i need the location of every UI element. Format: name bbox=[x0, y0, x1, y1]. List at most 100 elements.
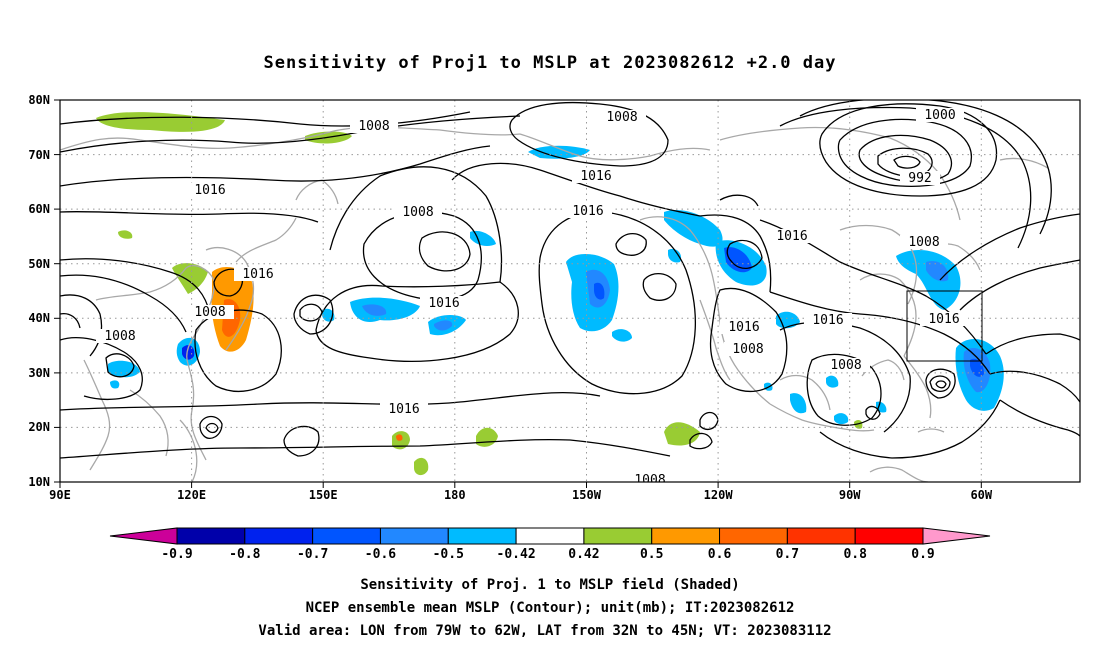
svg-text:1016: 1016 bbox=[728, 320, 759, 335]
svg-text:1000: 1000 bbox=[924, 108, 955, 123]
svg-text:1016: 1016 bbox=[428, 296, 459, 311]
colorbar-label: -0.6 bbox=[365, 547, 396, 562]
contour-label-6: 1016 bbox=[564, 204, 612, 219]
svg-text:1008: 1008 bbox=[104, 329, 135, 344]
shade-patch bbox=[926, 260, 949, 282]
lat-tick-70n: 70N bbox=[28, 148, 50, 162]
colorbar-label: -0.8 bbox=[229, 547, 260, 562]
colorbar-swatch bbox=[447, 527, 517, 545]
caption-line-2: NCEP ensemble mean MSLP (Contour); unit(… bbox=[306, 600, 795, 616]
contour-label-0: 1008 bbox=[350, 119, 398, 134]
svg-text:1008: 1008 bbox=[358, 119, 389, 134]
svg-text:1016: 1016 bbox=[776, 229, 807, 244]
valid-area-box bbox=[906, 290, 983, 362]
contour-label-18: 1008 bbox=[822, 358, 870, 373]
contour-label-2: 1008 bbox=[394, 205, 442, 220]
lon-tick-120w: 120W bbox=[704, 488, 734, 502]
svg-text:1008: 1008 bbox=[908, 235, 939, 250]
svg-text:1008: 1008 bbox=[634, 473, 665, 488]
svg-text:1016: 1016 bbox=[572, 204, 603, 219]
svg-text:1008: 1008 bbox=[402, 205, 433, 220]
contour-labels: 1008 1016 1008 1016 1016 1008 1016 1008 … bbox=[96, 108, 968, 488]
shade-patch bbox=[414, 457, 429, 476]
svg-text:1008: 1008 bbox=[606, 110, 637, 125]
colorbar-label: -0.9 bbox=[161, 547, 192, 562]
lon-tick-180: 180 bbox=[444, 488, 466, 502]
lat-tick-40n: 40N bbox=[28, 311, 50, 325]
contour-label-17: 1016 bbox=[380, 402, 428, 417]
colorbar-swatch bbox=[109, 527, 178, 545]
lat-tick-80n: 80N bbox=[28, 93, 50, 107]
shade-patch bbox=[896, 250, 961, 310]
svg-text:992: 992 bbox=[908, 171, 931, 186]
svg-text:1016: 1016 bbox=[928, 312, 959, 327]
lon-tick-labels: 90E 120E 150E 180 150W 120W 90W 60W bbox=[49, 488, 993, 502]
lon-tick-60w: 60W bbox=[970, 488, 992, 502]
svg-text:1008: 1008 bbox=[732, 342, 763, 357]
shade-patch bbox=[664, 422, 700, 446]
colorbar-label: 0.9 bbox=[911, 547, 934, 562]
colorbar-swatch bbox=[379, 527, 449, 545]
colorbar-swatch bbox=[786, 527, 856, 545]
caption-line-1: Sensitivity of Proj. 1 to MSLP field (Sh… bbox=[360, 577, 739, 593]
contour-label-3: 1016 bbox=[234, 267, 282, 282]
shade-patch bbox=[826, 375, 839, 388]
colorbar-swatch bbox=[854, 527, 924, 545]
contour-label-7: 1008 bbox=[598, 110, 646, 125]
shade-patch bbox=[664, 210, 723, 247]
contour-label-11: 992 bbox=[900, 171, 940, 186]
svg-text:1008: 1008 bbox=[830, 358, 861, 373]
contour-label-15: 1016 bbox=[720, 320, 768, 335]
colorbar-label: -0.42 bbox=[497, 547, 536, 562]
contour-label-13: 1008 bbox=[900, 235, 948, 250]
colorbar: -0.9 -0.8 -0.7 -0.6 -0.5 -0.42 0.42 0.5 0.6 0.7 0.… bbox=[109, 527, 991, 562]
shade-patch bbox=[970, 358, 984, 377]
contour-label-8: 1016 bbox=[572, 169, 620, 184]
caption-line-3: Valid area: LON from 79W to 62W, LAT fro… bbox=[258, 623, 831, 639]
lat-tick-labels: 80N 70N 60N 50N 40N 30N 20N 10N bbox=[28, 93, 50, 489]
lon-tick-90e: 90E bbox=[49, 488, 71, 502]
contour-label-5: 1008 bbox=[186, 305, 234, 320]
contour-label-4: 1016 bbox=[420, 296, 468, 311]
tick-marks bbox=[54, 99, 982, 488]
shade-patch bbox=[362, 304, 387, 316]
contour-label-10: 1000 bbox=[916, 108, 964, 123]
shade-patch bbox=[172, 263, 208, 294]
contour-label-14: 1016 bbox=[920, 312, 968, 327]
svg-text:1016: 1016 bbox=[580, 169, 611, 184]
lon-tick-120e: 120E bbox=[177, 488, 206, 502]
svg-text:1016: 1016 bbox=[242, 267, 273, 282]
colorbar-label: -0.5 bbox=[433, 547, 464, 562]
colorbar-label: 0.7 bbox=[776, 547, 799, 562]
colorbar-label: 0.5 bbox=[640, 547, 663, 562]
colorbar-swatch bbox=[719, 527, 788, 545]
shade-patch bbox=[724, 247, 752, 273]
contour-label-1: 1016 bbox=[186, 183, 234, 198]
mslp-contours bbox=[60, 100, 1080, 459]
colorbar-label: 0.6 bbox=[708, 547, 732, 562]
contour-label-16: 1008 bbox=[724, 342, 772, 357]
colorbar-swatch bbox=[651, 527, 721, 545]
shade-patch bbox=[790, 393, 807, 414]
shade-patch bbox=[118, 230, 133, 239]
contour-label-21: 1008 bbox=[626, 473, 674, 488]
svg-text:1016: 1016 bbox=[194, 183, 225, 198]
lon-tick-150w: 150W bbox=[572, 488, 602, 502]
shade-patch bbox=[612, 329, 632, 342]
lat-tick-60n: 60N bbox=[28, 202, 50, 216]
map-frame bbox=[59, 99, 1081, 483]
lat-tick-20n: 20N bbox=[28, 420, 50, 434]
svg-text:1016: 1016 bbox=[812, 313, 843, 328]
shade-patch bbox=[834, 413, 849, 425]
shade-patch bbox=[396, 434, 403, 441]
colorbar-swatch bbox=[515, 527, 585, 545]
shade-patch bbox=[434, 320, 453, 331]
lon-tick-90w: 90W bbox=[839, 488, 861, 502]
colorbar-swatch bbox=[583, 527, 653, 545]
colorbar-label: -0.7 bbox=[297, 547, 328, 562]
contour-label-9: 1016 bbox=[768, 229, 816, 244]
shade-patch bbox=[110, 380, 120, 389]
contour-label-19: 1008 bbox=[96, 329, 144, 344]
map-content: 1008 1016 1008 1016 1016 1008 1016 1008 … bbox=[60, 100, 1080, 488]
